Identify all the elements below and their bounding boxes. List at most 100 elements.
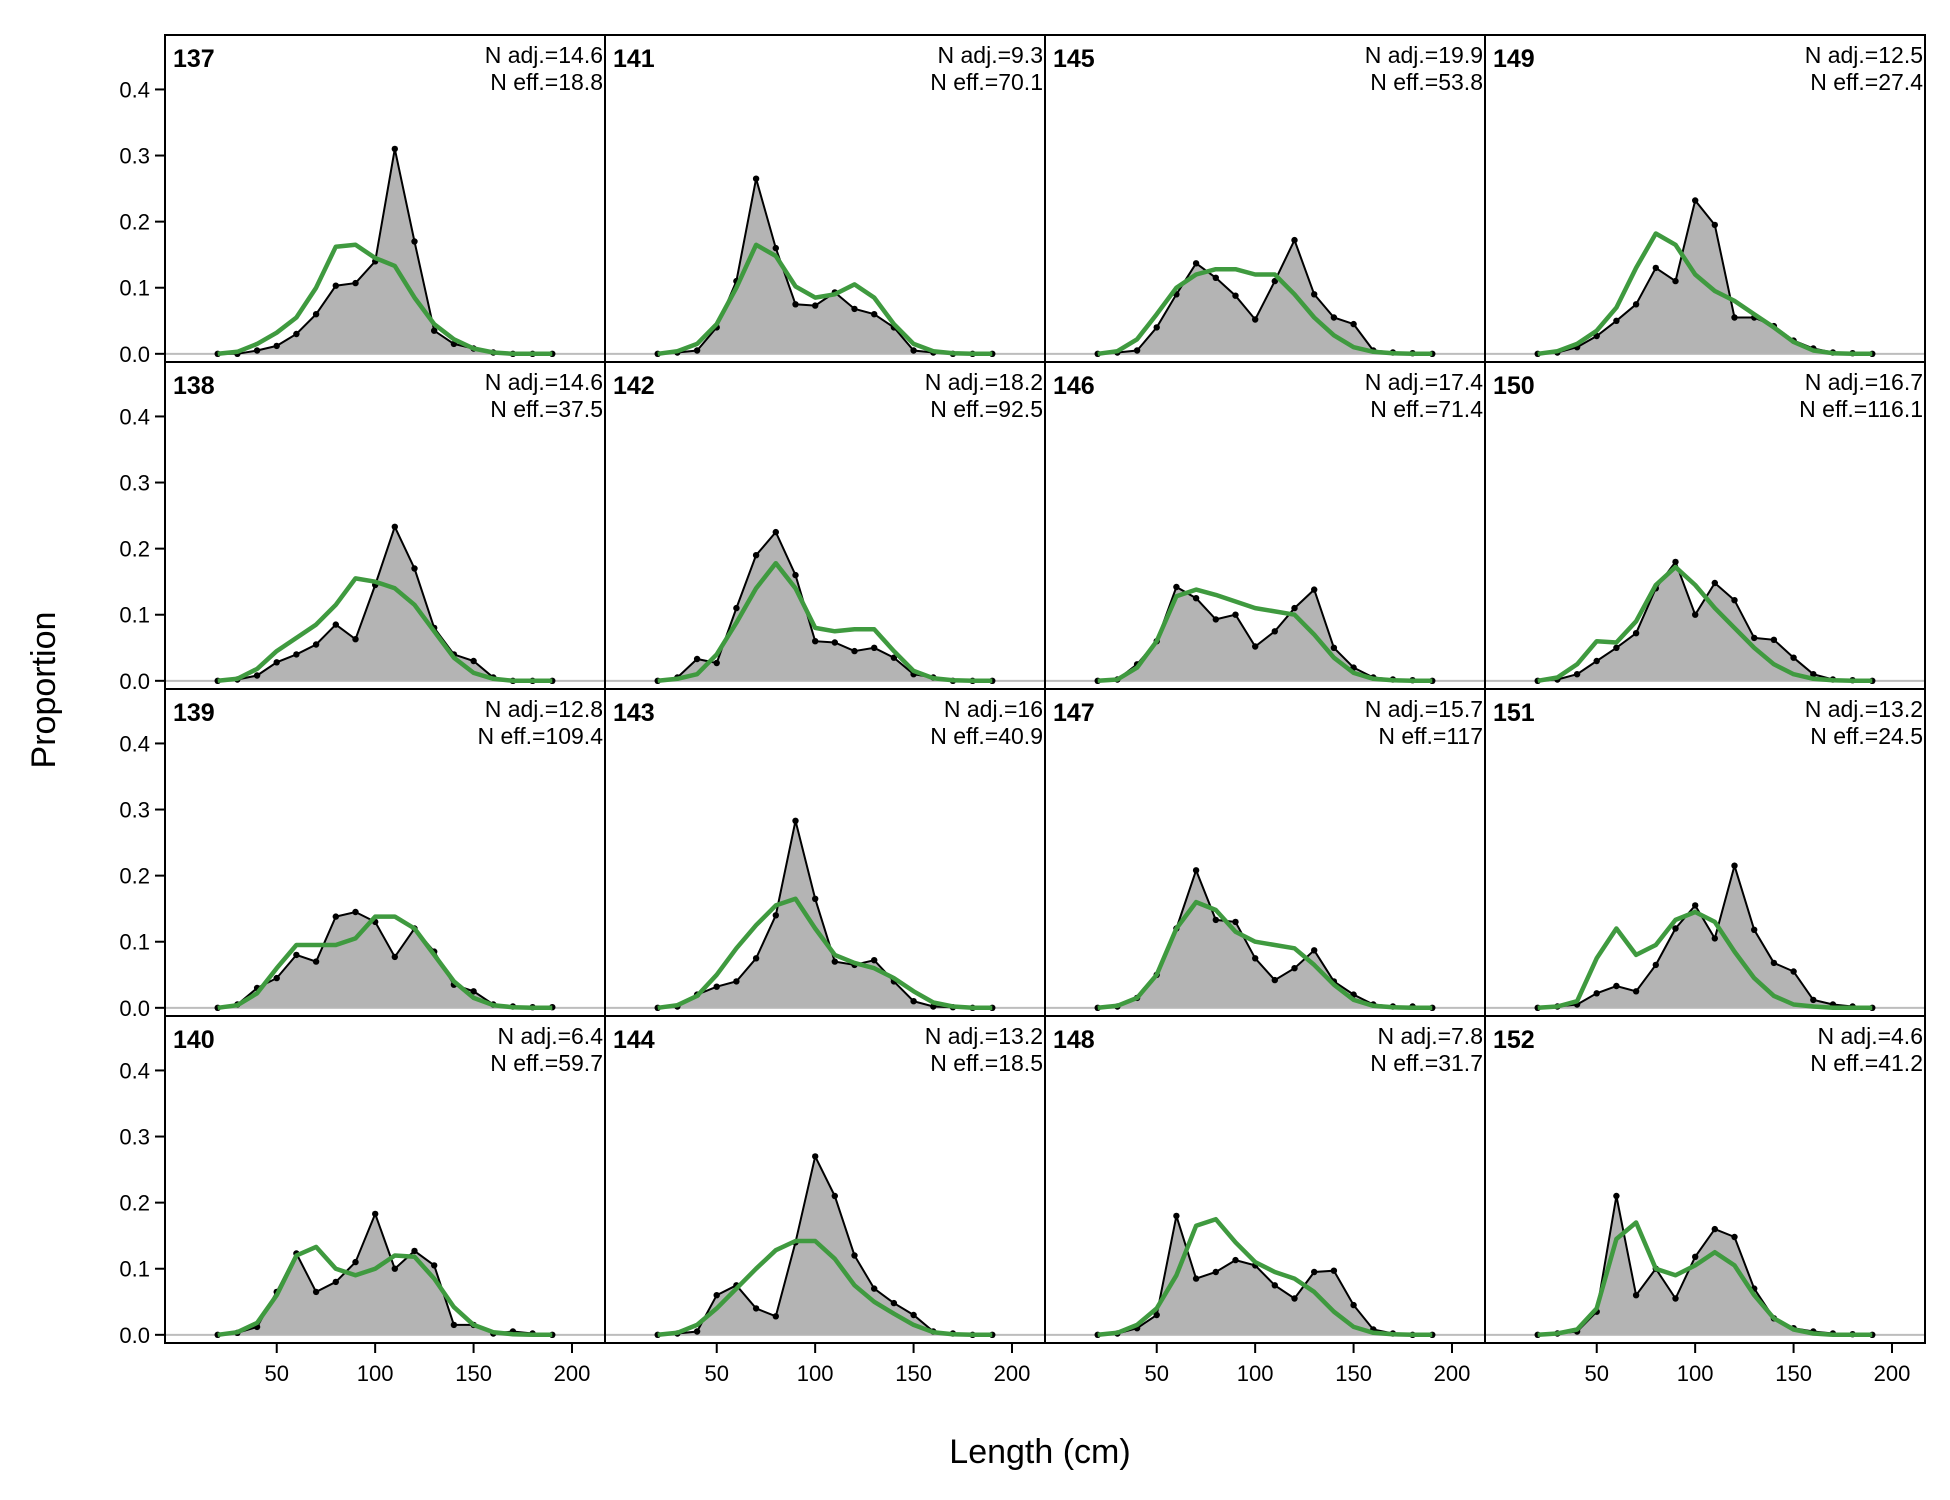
observed-point	[733, 604, 740, 612]
observed-point	[792, 571, 799, 579]
observed-point	[910, 1311, 917, 1319]
panel-id-label: 145	[1053, 45, 1095, 73]
observed-point	[890, 1299, 898, 1307]
observed-point	[1173, 583, 1180, 591]
observed-point	[1252, 955, 1259, 962]
y-tick-label: 0.0	[119, 996, 150, 1021]
panel-137: 137 N adj.=14.6N eff.=18.8	[164, 34, 606, 363]
observed-point	[1232, 611, 1239, 618]
observed-point	[1192, 595, 1200, 602]
observed-point	[890, 654, 898, 661]
observed-area	[657, 820, 993, 1008]
panel-id-label: 144	[613, 1026, 655, 1054]
observed-point	[772, 912, 779, 919]
observed-point	[1271, 1282, 1279, 1289]
observed-point	[273, 659, 280, 666]
observed-area	[1097, 870, 1433, 1008]
observed-point	[352, 908, 359, 916]
observed-point	[1613, 317, 1620, 324]
observed-point	[812, 302, 819, 309]
panel-141: 141 N adj.=9.3N eff.=70.1	[604, 34, 1046, 363]
observed-point	[851, 647, 858, 655]
observed-point	[1173, 1212, 1180, 1220]
observed-point	[871, 957, 878, 964]
observed-point	[1153, 1311, 1160, 1319]
observed-point	[1192, 260, 1200, 267]
expected-line	[1537, 1220, 1873, 1338]
observed-point	[1192, 867, 1200, 874]
y-tick-label: 0.4	[119, 731, 150, 756]
observed-point	[391, 523, 398, 530]
panel-id-label: 137	[173, 45, 215, 73]
expected-line	[217, 242, 553, 357]
n-eff-label: N eff.=71.4	[1370, 396, 1483, 422]
n-eff-label: N eff.=31.7	[1370, 1050, 1483, 1076]
observed-point	[1330, 644, 1338, 651]
x-tick-label: 100	[357, 1361, 394, 1386]
observed-point	[1613, 1192, 1620, 1200]
observed-point	[332, 282, 339, 289]
observed-point	[391, 145, 398, 153]
n-adj-label: N adj.=12.5	[1805, 42, 1923, 68]
n-adj-label: N adj.=16	[944, 696, 1043, 722]
observed-point	[1790, 654, 1797, 661]
y-tick-label: 0.3	[119, 1125, 150, 1150]
n-eff-label: N eff.=92.5	[930, 396, 1043, 422]
observed-point	[1311, 291, 1318, 298]
observed-point	[752, 955, 760, 962]
x-tick-label: 200	[1874, 1361, 1911, 1386]
observed-point	[273, 342, 280, 350]
observed-point	[431, 327, 438, 334]
observed-point	[1153, 324, 1160, 331]
observed-area	[217, 148, 553, 354]
observed-point	[1711, 579, 1719, 587]
panel-id-label: 140	[173, 1026, 215, 1054]
n-adj-label: N adj.=12.8	[485, 696, 603, 722]
observed-point	[1350, 320, 1357, 328]
panel-148: 148 N adj.=7.8N eff.=31.7	[1044, 1015, 1486, 1344]
observed-point	[293, 651, 300, 658]
n-eff-label: N eff.=18.8	[490, 69, 603, 95]
observed-point	[693, 1328, 701, 1335]
observed-point	[1692, 197, 1699, 204]
observed-point	[1192, 1275, 1200, 1282]
observed-point	[851, 305, 858, 313]
observed-point	[391, 1265, 398, 1272]
y-tick-label: 0.4	[119, 77, 150, 102]
observed-point	[372, 1210, 379, 1218]
n-adj-label: N adj.=6.4	[498, 1023, 604, 1049]
panel-id-label: 148	[1053, 1026, 1095, 1054]
panel-147: 147 N adj.=15.7N eff.=117	[1044, 688, 1486, 1017]
observed-point	[273, 974, 280, 982]
panel-id-label: 143	[613, 699, 655, 727]
n-eff-label: N eff.=24.5	[1810, 723, 1923, 749]
observed-point	[1810, 671, 1817, 678]
expected-line	[1097, 266, 1433, 357]
panel-140: 140 N adj.=6.4N eff.=59.7	[164, 1015, 606, 1344]
observed-point	[752, 552, 760, 559]
observed-point	[693, 655, 701, 663]
observed-point	[1632, 630, 1640, 637]
observed-point	[1652, 961, 1660, 969]
n-eff-label: N eff.=41.2	[1810, 1050, 1923, 1076]
x-tick-label: 150	[455, 1361, 492, 1386]
panel-id-label: 139	[173, 699, 215, 727]
x-tick-label: 50	[1144, 1361, 1168, 1386]
n-eff-label: N eff.=70.1	[930, 69, 1043, 95]
observed-point	[1731, 597, 1738, 604]
n-adj-label: N adj.=15.7	[1365, 696, 1483, 722]
observed-area	[1097, 587, 1433, 681]
observed-point	[1692, 611, 1699, 618]
observed-point	[1770, 959, 1778, 967]
observed-point	[1212, 1268, 1220, 1276]
observed-area	[1537, 561, 1873, 681]
y-tick-label: 0.4	[119, 404, 150, 429]
observed-point	[253, 672, 261, 679]
n-eff-label: N eff.=59.7	[490, 1050, 603, 1076]
observed-point	[470, 657, 477, 665]
observed-point	[713, 983, 720, 990]
y-tick-label: 0.2	[119, 1191, 150, 1216]
observed-point	[1212, 616, 1220, 623]
panel-149: 149 N adj.=12.5N eff.=27.4	[1484, 34, 1926, 363]
observed-point	[831, 639, 838, 646]
